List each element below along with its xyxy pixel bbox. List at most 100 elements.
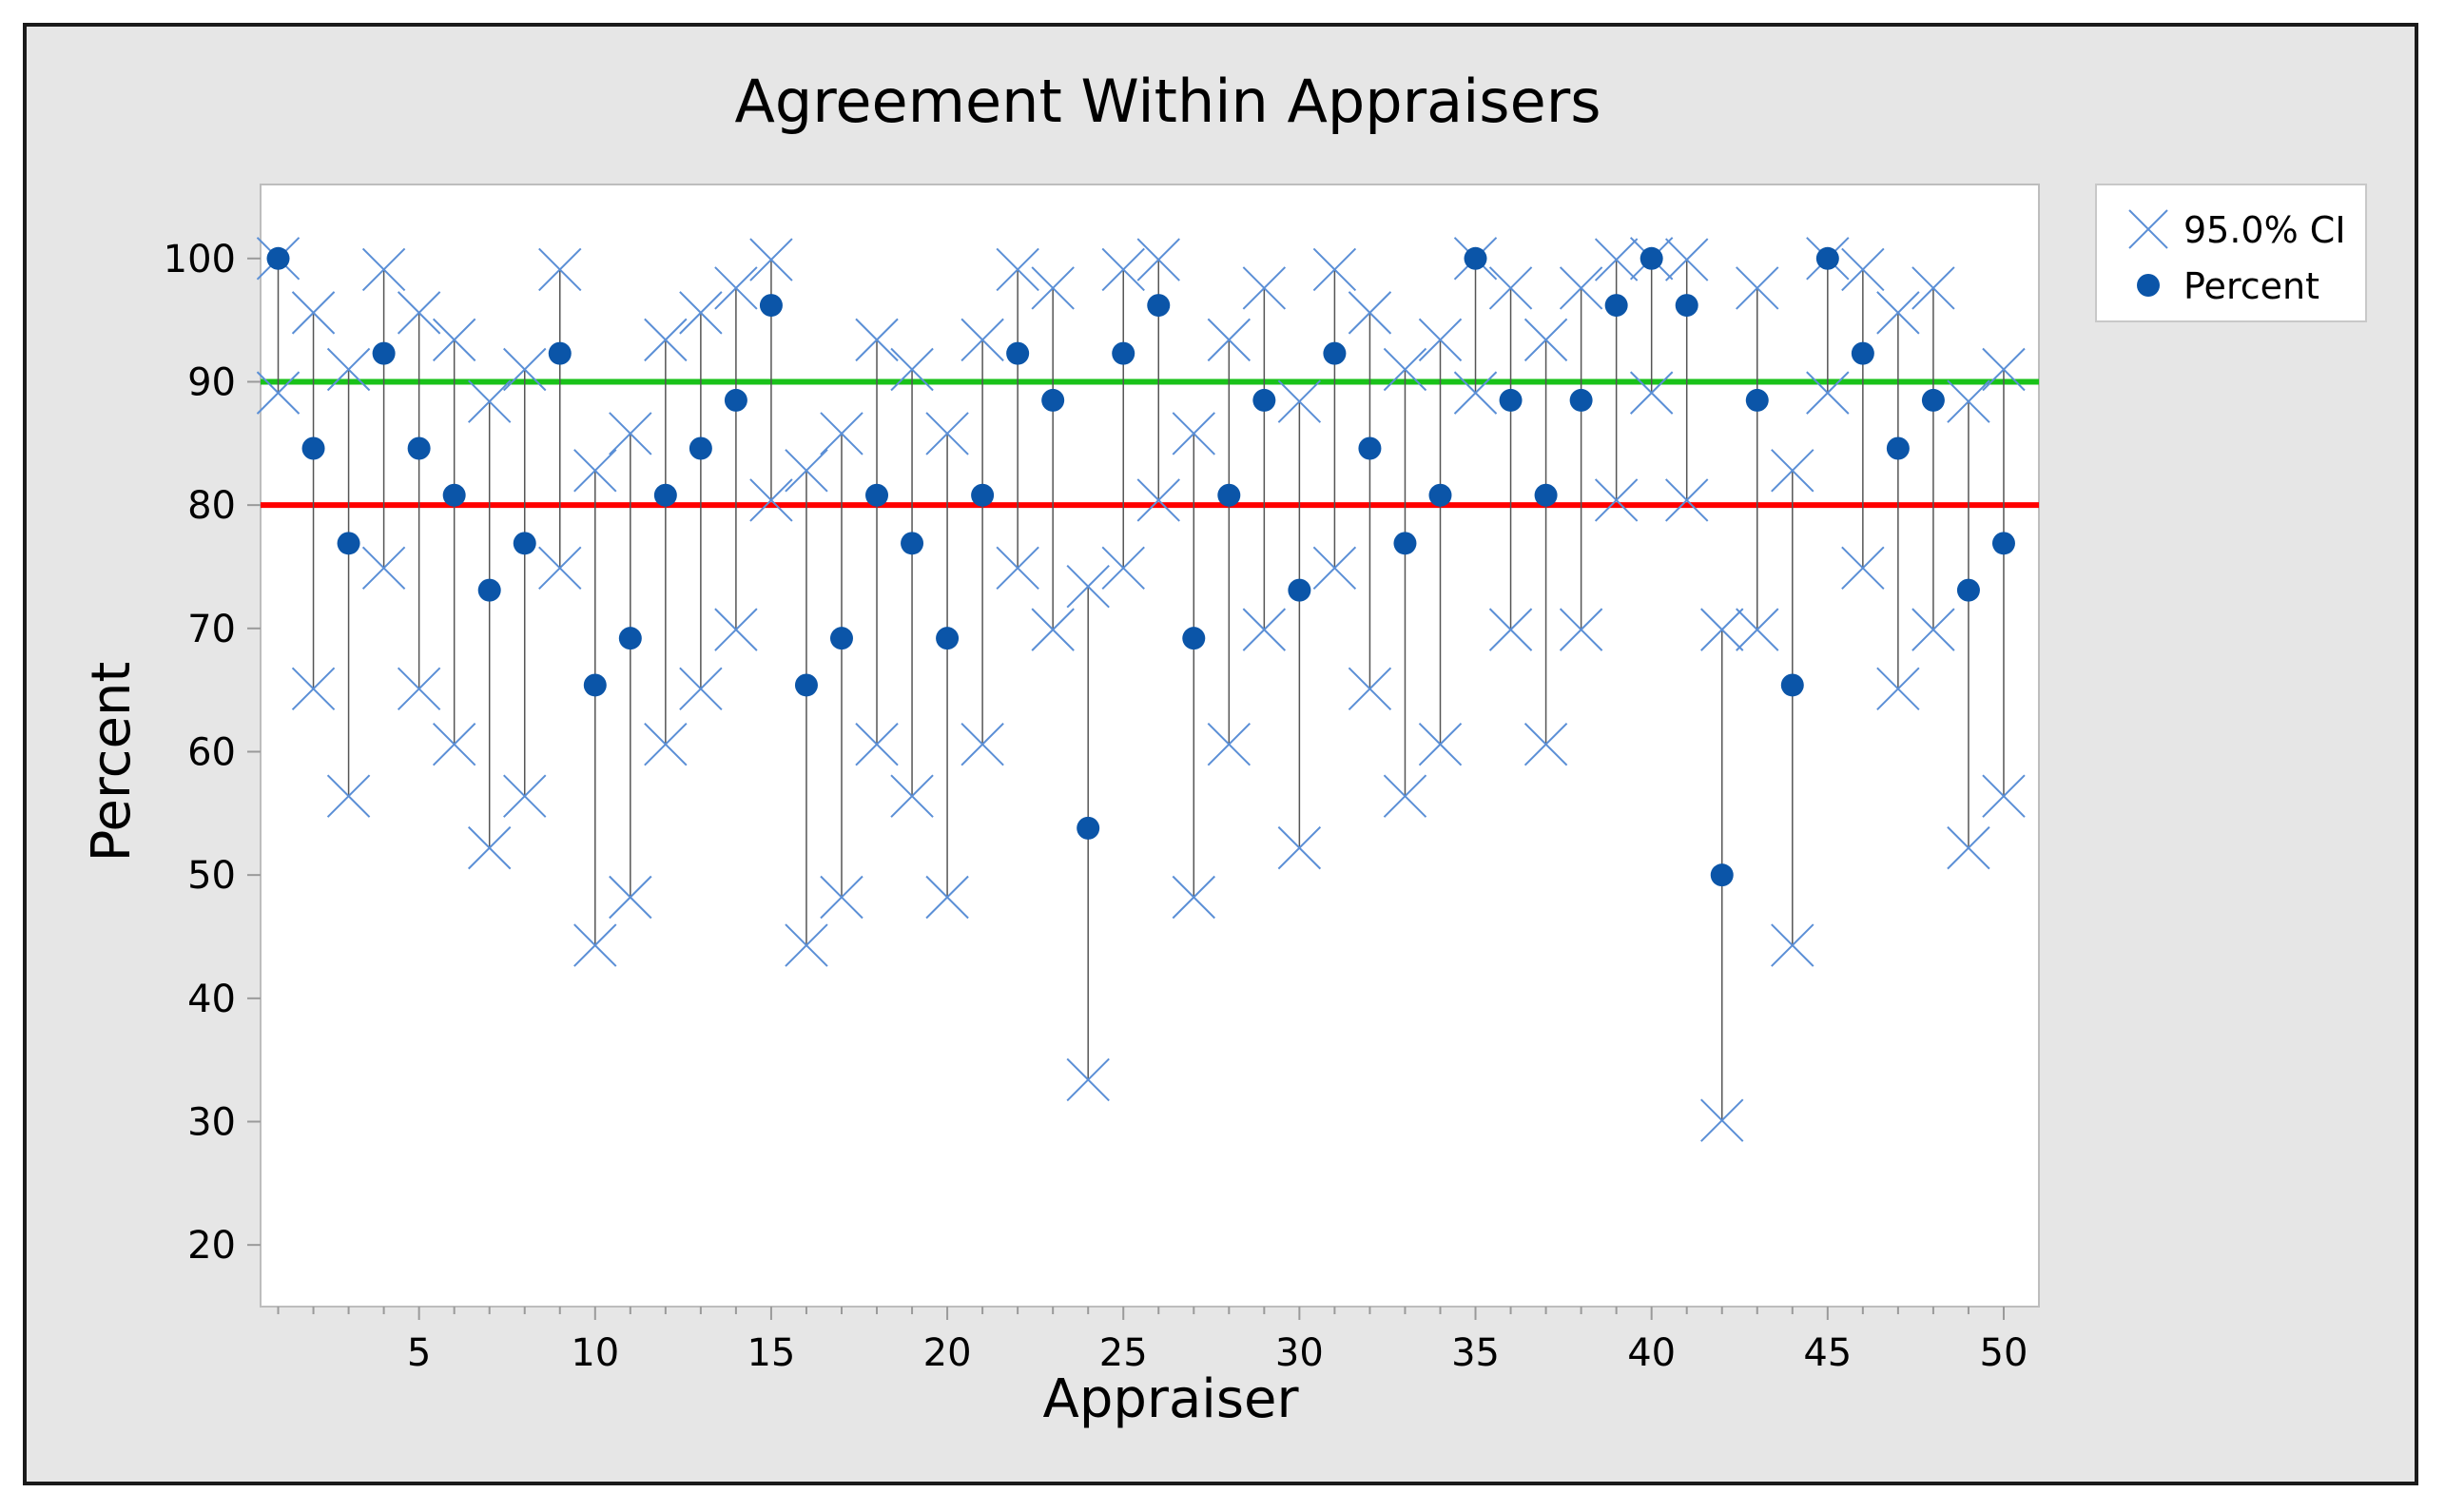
percent-point [936,627,960,650]
y-tick-label: 100 [164,238,236,281]
ci-lower-marker [1066,1057,1110,1102]
ci-upper-marker [644,318,688,362]
y-tick-label: 50 [187,854,236,898]
ci-lower-marker [291,667,336,711]
ci-lower-marker [925,875,969,920]
ci-lower-marker [1031,608,1075,651]
ci-lower-marker [1348,667,1392,711]
percent-point [829,627,853,650]
ci-upper-marker [1876,291,1920,335]
ci-upper-marker [925,412,969,456]
chart-title: Agreement Within Appraisers [734,67,1601,136]
ci-lower-marker [467,825,512,870]
ci-lower-marker [1982,774,2026,818]
ci-lower-marker [1806,371,1850,415]
ci-upper-marker [1594,238,1639,281]
ci-lower-marker [961,722,1004,766]
ci-lower-marker [1277,825,1322,870]
ci-upper-marker [1277,379,1322,423]
ci-upper-marker [291,291,336,335]
ci-lower-marker [503,774,547,818]
ci-upper-marker [609,412,652,456]
percent-point [1147,294,1171,318]
percent-point [477,578,501,602]
chart-frame: Agreement Within Appraisers 20 30 40 50 60 70… [23,23,2418,1485]
percent-point [1921,388,1945,412]
percent-point [618,627,642,650]
ci-upper-marker [1242,266,1287,310]
reference-lines [261,378,2039,509]
percent-point [1604,294,1628,318]
ci-upper-marker [1664,238,1709,281]
percent-point [513,532,536,555]
percent-point [1006,341,1030,365]
x-tick-label: 5 [407,1331,431,1375]
ci-lower-marker [256,371,301,415]
ci-lower-marker [679,667,723,711]
y-axis: 20 30 40 50 60 70 80 90 100 [164,238,261,1268]
ci-lower-marker [538,546,582,590]
percent-point [1675,294,1698,318]
ci-lower-marker [326,774,371,818]
percent-point [1640,246,1663,270]
ci-lower-marker [1736,608,1779,651]
ci-lower-marker [1418,722,1463,766]
ci-lower-marker [1594,478,1639,522]
percent-point [724,388,747,412]
ci-lower-marker [432,722,476,766]
ci-lower-marker [1771,923,1814,967]
percent-point [1710,863,1734,887]
percent-point [1499,388,1523,412]
plot-area [260,184,2040,1308]
percent-point [759,294,783,318]
ci-upper-marker [1383,347,1427,392]
ci-upper-marker [714,266,758,310]
percent-point [372,341,396,365]
ci-upper-marker [397,291,441,335]
ci-lower-marker [1207,722,1252,766]
ci-lower-marker [890,774,934,818]
percent-point [1323,341,1347,365]
percent-point [1886,436,1910,460]
percent-point [1182,627,1206,650]
percent-point [1288,578,1311,602]
ci-lower-marker [1312,546,1357,590]
percent-point [1112,341,1135,365]
y-tick-label: 70 [187,608,236,651]
percent-point [337,532,360,555]
ci-upper-marker [890,347,934,392]
percent-point [583,673,607,697]
ci-lower-marker [714,608,758,651]
ci-lower-marker [1911,608,1955,651]
point-layer [266,246,2015,887]
x-axis: 5 10 15 20 25 30 35 40 45 50 [277,1307,2028,1375]
ci-upper-marker [749,238,793,281]
ci-lower-marker [1453,371,1498,415]
x-tick-label: 20 [923,1331,972,1375]
legend-label-ci: 95.0% CI [2183,209,2346,251]
ci-upper-marker [1172,412,1215,456]
ci-upper-marker [573,449,617,493]
ci-lower-marker [1136,478,1180,522]
y-tick-label: 40 [187,978,236,1021]
ci-lower-marker [1947,825,1990,870]
ci-upper-marker [1031,266,1075,310]
ci-upper-marker [1312,247,1357,292]
percent-point [1252,388,1276,412]
ci-lower-marker [1383,774,1427,818]
ci-lower-marker [1101,546,1145,590]
percent-point [548,341,572,365]
ci-upper-marker [1348,291,1392,335]
y-tick-label: 60 [187,730,236,774]
ci-lower-marker [1523,722,1568,766]
x-tick-label: 35 [1451,1331,1500,1375]
ci-upper-marker [467,379,512,423]
ci-lower-marker [749,478,793,522]
ci-upper-marker [820,412,864,456]
ci-lower-marker [996,546,1039,590]
ci-upper-marker [361,247,406,292]
percent-point [794,673,818,697]
ci-upper-marker [1418,318,1463,362]
legend-ci-marker [2128,209,2168,249]
ci-upper-marker [785,449,828,493]
